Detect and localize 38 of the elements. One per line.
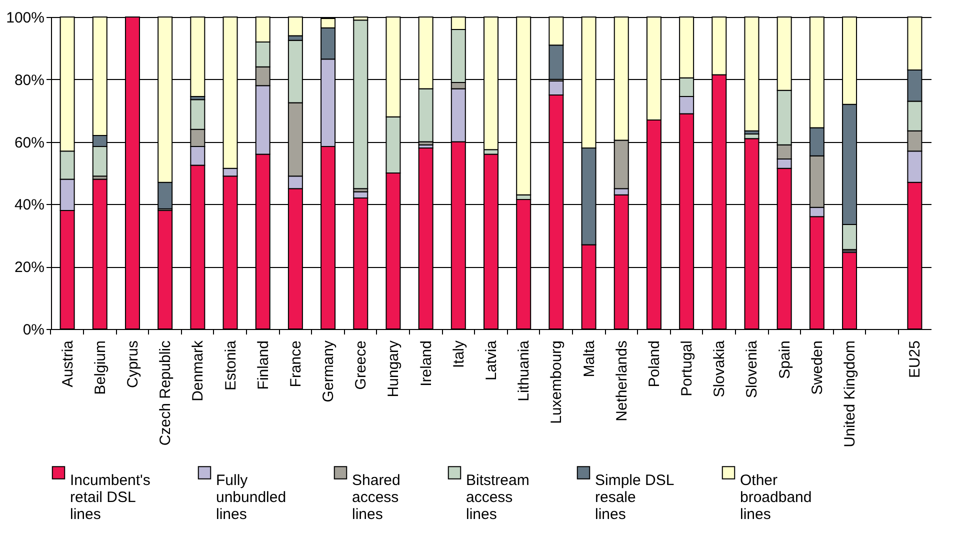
x-tick-label: Italy xyxy=(450,340,468,368)
x-tick-label: Slovakia xyxy=(711,340,728,398)
x-tick-label: EU25 xyxy=(906,340,924,378)
x-tick-label: Poland xyxy=(646,340,663,388)
x-tick-label: Germany xyxy=(320,340,338,402)
y-tick-label: 20% xyxy=(14,259,44,276)
x-tick-label: Slovenia xyxy=(744,340,761,398)
x-tick-label: Estonia xyxy=(222,340,240,391)
x-tick-label: Greece xyxy=(352,340,370,390)
legend-label: Shared access lines xyxy=(352,472,400,523)
y-tick-label: 80% xyxy=(14,72,44,89)
x-tick-label: Denmark xyxy=(190,340,207,402)
x-tick-label: Hungary xyxy=(385,340,402,398)
x-tick-label: Belgium xyxy=(92,340,109,395)
x-tick-label: Ireland xyxy=(418,340,435,386)
x-tick-label: Portugal xyxy=(678,340,696,396)
x-tick-label: Sweden xyxy=(808,340,826,395)
x-tick-label: Finland xyxy=(254,340,272,390)
y-tick-label: 60% xyxy=(14,134,44,152)
legend-label: Bitstream access lines xyxy=(466,472,530,523)
y-tick-label: 100% xyxy=(6,10,44,26)
y-tick-label: 0% xyxy=(22,322,44,338)
x-tick-label: Austria xyxy=(59,340,76,388)
x-tick-label: Lithuania xyxy=(516,340,533,402)
x-tick-label: Latvia xyxy=(483,340,500,381)
y-tick-label: 40% xyxy=(14,196,44,214)
x-tick-label: Spain xyxy=(776,340,794,379)
x-tick-label: Czech Republic xyxy=(157,340,174,446)
legend-label: Other broadband lines xyxy=(740,472,812,523)
legend-label: Incumbent's retail DSL lines xyxy=(70,472,150,523)
x-tick-label: France xyxy=(287,340,304,388)
x-tick-label: Netherlands xyxy=(613,340,630,422)
x-tick-label: Malta xyxy=(580,340,598,378)
legend-label: Simple DSL resale lines xyxy=(595,472,674,523)
x-tick-label: United Kingdom xyxy=(842,340,859,448)
legend-label: Fully unbundled lines xyxy=(216,472,286,523)
x-tick-label: Cyprus xyxy=(124,340,142,388)
x-tick-label: Luxembourg xyxy=(548,340,566,424)
